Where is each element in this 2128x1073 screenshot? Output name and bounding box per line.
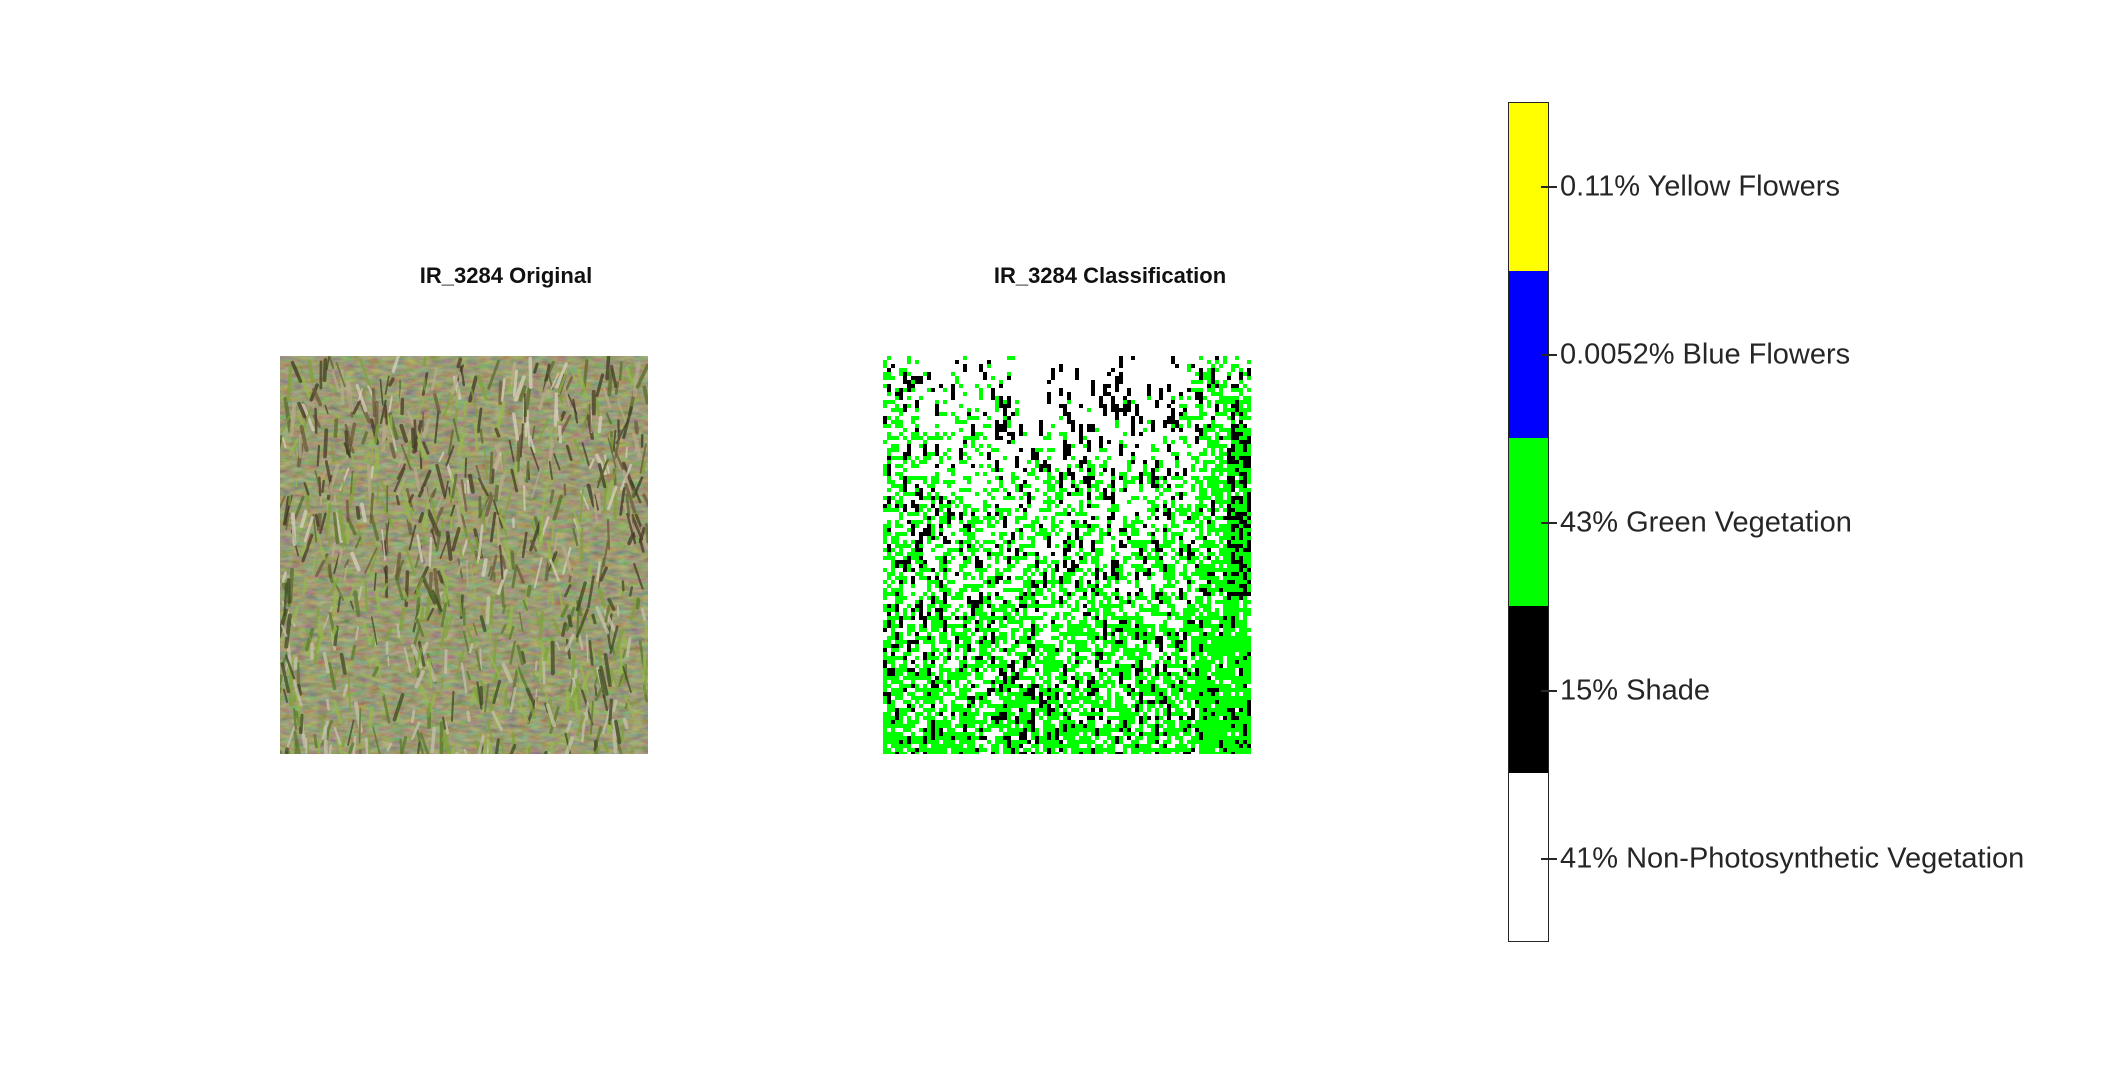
colorbar-tick	[1549, 522, 1557, 524]
colorbar-label-yellow-flowers: 0.11% Yellow Flowers	[1560, 170, 1840, 203]
colorbar-tick	[1541, 522, 1549, 524]
classification-image	[883, 356, 1251, 754]
colorbar-label-green-vegetation: 43% Green Vegetation	[1560, 506, 1852, 539]
colorbar-label-non-photosynthetic: 41% Non-Photosynthetic Vegetation	[1560, 842, 2025, 875]
colorbar-tick	[1549, 354, 1557, 356]
classification-panel-title: IR_3284 Classification	[993, 263, 1227, 288]
classification-map	[883, 356, 1251, 754]
original-image	[280, 356, 648, 754]
colorbar-tick	[1541, 690, 1549, 692]
colorbar-tick	[1549, 186, 1557, 188]
colorbar-segment-green-vegetation	[1509, 438, 1548, 606]
colorbar-tick	[1549, 858, 1557, 860]
colorbar-label-blue-flowers: 0.0052% Blue Flowers	[1560, 338, 1851, 371]
colorbar-segment-non-photosynthetic	[1509, 773, 1548, 941]
colorbar-label-shade: 15% Shade	[1560, 674, 1710, 707]
colorbar	[1508, 102, 1549, 942]
colorbar-tick	[1541, 858, 1549, 860]
colorbar-tick	[1541, 186, 1549, 188]
colorbar-segment-shade	[1509, 605, 1548, 774]
original-photo-texture	[280, 356, 648, 754]
original-panel-title: IR_3284 Original	[419, 263, 593, 288]
colorbar-tick	[1541, 354, 1549, 356]
colorbar-tick	[1549, 690, 1557, 692]
